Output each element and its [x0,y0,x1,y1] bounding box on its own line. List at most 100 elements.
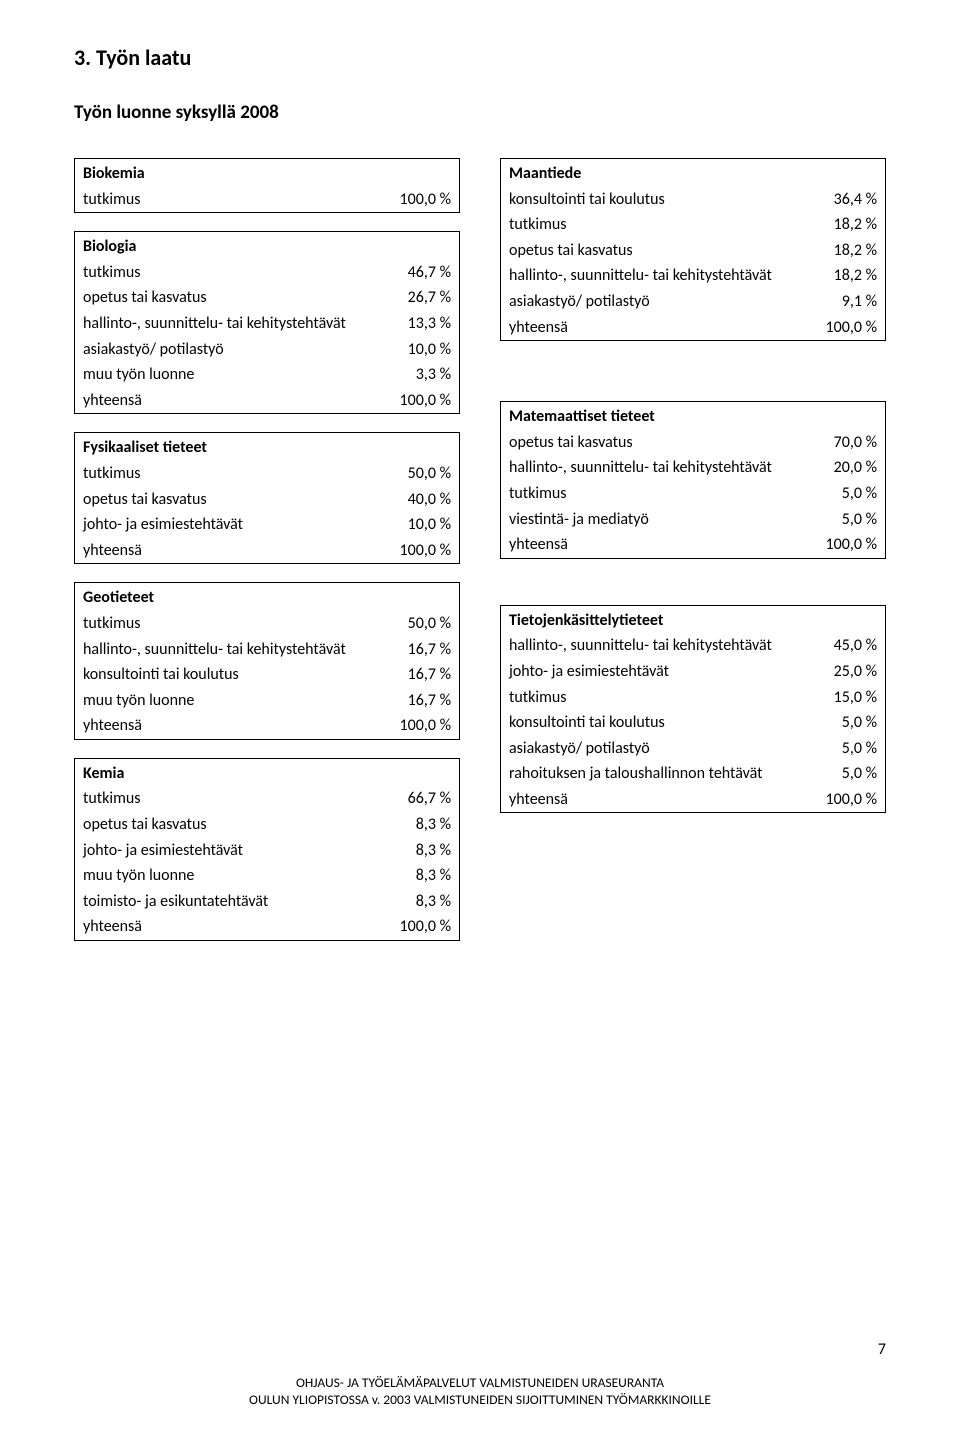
cell-label: yhteensä [75,538,364,564]
cell-label: opetus tai kasvatus [501,238,790,264]
table-title: Kemia [75,758,460,786]
table-title: Biokemia [75,159,460,187]
cell-label: johto- ja esimiestehtävät [75,838,364,864]
table-row: tutkimus66,7 % [75,786,460,812]
cell-value: 8,3 % [363,812,460,838]
table-row: yhteensä100,0 % [75,914,460,940]
table-title: Tietojenkäsittelytieteet [501,605,886,633]
table-biologia: Biologia tutkimus46,7 % opetus tai kasva… [74,231,460,414]
cell-label: yhteensä [75,713,364,739]
table-row: opetus tai kasvatus70,0 % [501,430,886,456]
cell-value: 100,0 % [363,914,460,940]
table-row: yhteensä100,0 % [75,538,460,564]
table-row: johto- ja esimiestehtävät25,0 % [501,659,886,685]
cell-value: 16,7 % [363,662,460,688]
cell-label: tutkimus [75,260,364,286]
cell-value: 66,7 % [363,786,460,812]
table-row: opetus tai kasvatus40,0 % [75,487,460,513]
cell-label: hallinto-, suunnittelu- tai kehitystehtä… [75,637,364,663]
cell-value: 36,4 % [789,187,886,213]
cell-label: tutkimus [501,685,790,711]
page: 3. Työn laatu Työn luonne syksyllä 2008 … [0,0,960,1433]
cell-value: 100,0 % [789,315,886,341]
footer-line1: OHJAUS- JA TYÖELÄMÄPALVELUT VALMISTUNEID… [0,1374,960,1392]
table-row: konsultointi tai koulutus16,7 % [75,662,460,688]
cell-label: opetus tai kasvatus [75,285,364,311]
table-row: muu työn luonne3,3 % [75,362,460,388]
table-row: tutkimus15,0 % [501,685,886,711]
cell-label: muu työn luonne [75,362,364,388]
table-row: muu työn luonne16,7 % [75,688,460,714]
cell-label: johto- ja esimiestehtävät [75,512,364,538]
table-row: rahoituksen ja taloushallinnon tehtävät5… [501,761,886,787]
cell-label: opetus tai kasvatus [75,487,364,513]
right-column: Maantiede konsultointi tai koulutus 36,4 … [500,158,886,831]
table-title: Geotieteet [75,583,460,611]
cell-value: 25,0 % [789,659,886,685]
table-row: johto- ja esimiestehtävät10,0 % [75,512,460,538]
cell-label: viestintä- ja mediatyö [501,507,790,533]
cell-value: 5,0 % [789,481,886,507]
cell-value: 18,2 % [789,212,886,238]
cell-value: 18,2 % [789,263,886,289]
cell-label: konsultointi tai koulutus [501,710,790,736]
table-row: hallinto-, suunnittelu- tai kehitystehtä… [501,633,886,659]
cell-label: yhteensä [75,914,364,940]
table-row: yhteensä100,0 % [501,315,886,341]
page-number: 7 [878,1340,886,1359]
cell-value: 8,3 % [363,889,460,915]
cell-value: 16,7 % [363,688,460,714]
cell-value: 13,3 % [363,311,460,337]
table-row: hallinto-, suunnittelu- tai kehitystehtä… [501,263,886,289]
cell-label: asiakastyö/ potilastyö [75,337,364,363]
cell-value: 100,0 % [363,713,460,739]
cell-value: 26,7 % [363,285,460,311]
table-biokemia: Biokemia tutkimus100,0 % [74,158,460,213]
cell-label: asiakastyö/ potilastyö [501,289,790,315]
cell-value: 5,0 % [789,710,886,736]
subtitle: Työn luonne syksyllä 2008 [74,101,886,124]
cell-label: hallinto-, suunnittelu- tai kehitystehtä… [501,263,790,289]
cell-label: opetus tai kasvatus [75,812,364,838]
cell-value: 10,0 % [363,512,460,538]
table-row: tutkimus46,7 % [75,260,460,286]
footer: OHJAUS- JA TYÖELÄMÄPALVELUT VALMISTUNEID… [0,1374,960,1409]
cell-value: 100,0 % [363,187,460,213]
table-geotieteet: Geotieteet tutkimus50,0 % hallinto-, suu… [74,582,460,740]
cell-value: 100,0 % [789,532,886,558]
cell-value: 15,0 % [789,685,886,711]
table-row: asiakastyö/ potilastyö5,0 % [501,736,886,762]
cell-label: hallinto-, suunnittelu- tai kehitystehtä… [75,311,364,337]
table-row: tutkimus5,0 % [501,481,886,507]
cell-value: 46,7 % [363,260,460,286]
cell-label: tutkimus [75,461,364,487]
cell-label: toimisto- ja esikuntatehtävät [75,889,364,915]
cell-value: 100,0 % [789,787,886,813]
table-row: tutkimus50,0 % [75,461,460,487]
cell-label: tutkimus [501,212,790,238]
table-tietojenkasittely: Tietojenkäsittelytieteet hallinto-, suun… [500,605,886,814]
footer-line2: OULUN YLIOPISTOSSA v. 2003 VALMISTUNEIDE… [0,1391,960,1409]
cell-label: hallinto-, suunnittelu- tai kehitystehtä… [501,455,790,481]
columns: Biokemia tutkimus100,0 % Biologia tutkim… [74,158,886,959]
cell-label: yhteensä [501,315,790,341]
cell-value: 50,0 % [363,461,460,487]
left-column: Biokemia tutkimus100,0 % Biologia tutkim… [74,158,460,959]
table-title: Fysikaaliset tieteet [75,433,460,461]
table-row: opetus tai kasvatus18,2 % [501,238,886,264]
table-kemia: Kemia tutkimus66,7 % opetus tai kasvatus… [74,758,460,941]
cell-label: johto- ja esimiestehtävät [501,659,790,685]
cell-label: yhteensä [75,388,364,414]
cell-label: opetus tai kasvatus [501,430,790,456]
cell-label: rahoituksen ja taloushallinnon tehtävät [501,761,790,787]
cell-label: konsultointi tai koulutus [75,662,364,688]
cell-value: 5,0 % [789,761,886,787]
table-row: tutkimus100,0 % [75,187,460,213]
table-title: Maantiede [501,159,886,187]
table-title: Biologia [75,232,460,260]
cell-label: tutkimus [75,611,364,637]
table-title: Matemaattiset tieteet [501,402,886,430]
cell-value: 8,3 % [363,863,460,889]
cell-label: yhteensä [501,532,790,558]
cell-label: tutkimus [75,187,364,213]
